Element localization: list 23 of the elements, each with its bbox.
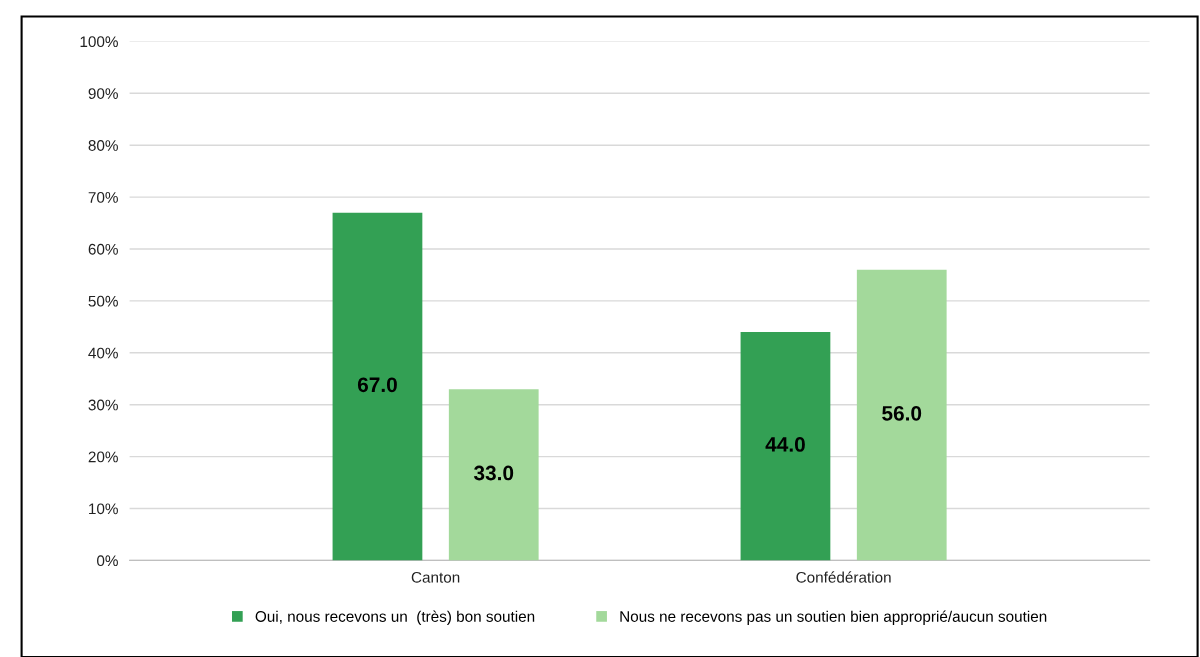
- y-tick-label: 40%: [88, 347, 118, 359]
- y-tick-label: 80%: [88, 140, 118, 151]
- y-tick-label: 90%: [88, 88, 118, 99]
- y-tick-label: 70%: [88, 191, 118, 203]
- bar: [740, 332, 831, 561]
- y-tick-label: 50%: [88, 295, 118, 307]
- data-label: 67.0: [357, 377, 397, 393]
- y-tick-label: 10%: [89, 503, 118, 515]
- data-label: 33.0: [473, 465, 514, 481]
- data-label: 56.0: [882, 405, 922, 421]
- bar: [856, 269, 947, 561]
- y-tick-label: 100%: [80, 36, 118, 48]
- y-tick-label: 0%: [97, 555, 118, 567]
- y-tick-label: 60%: [88, 243, 118, 255]
- bar: [448, 389, 539, 561]
- legend-label: Oui, nous recevons un (très) bon soutien: [255, 610, 535, 625]
- y-tick-label: 30%: [88, 399, 118, 411]
- legend-label: Nous ne recevons pas un soutien bien approprié/aucun soutien: [620, 610, 1047, 625]
- x-tick-label: Canton: [411, 571, 460, 583]
- bar: [332, 212, 423, 561]
- data-label: 44.0: [765, 437, 805, 452]
- x-tick-label: Confédération: [796, 571, 891, 583]
- y-tick-label: 20%: [88, 451, 118, 463]
